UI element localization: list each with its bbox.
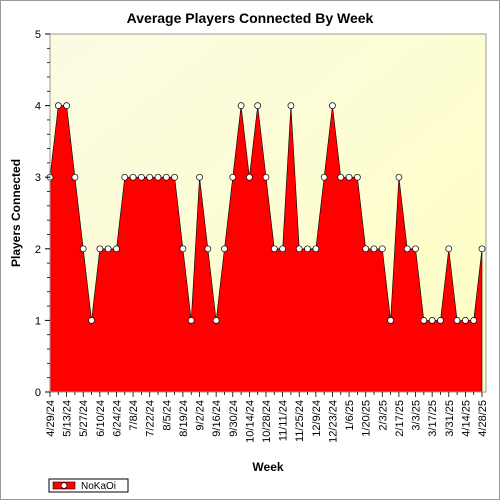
data-point: [453, 317, 461, 324]
data-point: [462, 317, 469, 324]
data-point: [204, 245, 212, 253]
data-point: [54, 102, 62, 109]
data-point: [329, 102, 336, 109]
data-point: [262, 173, 270, 181]
x-tick-label: 2/3/25: [377, 400, 389, 431]
data-point: [129, 173, 137, 181]
data-point: [387, 317, 394, 324]
data-point: [287, 102, 295, 109]
x-tick-label: 4/14/25: [460, 400, 472, 437]
data-point: [63, 102, 70, 109]
y-tick-label: 3: [35, 172, 41, 184]
data-point: [320, 173, 328, 181]
chart-title: Average Players Connected By Week: [127, 10, 374, 26]
x-tick-label: 10/28/24: [261, 400, 273, 443]
data-point: [221, 245, 228, 253]
x-tick-label: 6/24/24: [111, 400, 123, 437]
series-layer: [46, 102, 486, 393]
x-tick-label: 6/10/24: [95, 400, 107, 437]
legend-label: NoKaOi: [81, 481, 116, 492]
y-tick-label: 2: [35, 244, 41, 256]
data-point: [445, 245, 453, 253]
x-axis: 4/29/24 5/13/24 5/27/24 6/10/24 6/24/24 7/8/2…: [45, 392, 489, 443]
data-point: [229, 173, 237, 181]
x-tick-label: 1/20/25: [361, 400, 373, 437]
x-tick-label: 12/9/24: [311, 400, 323, 437]
data-point: [79, 245, 87, 253]
data-point: [270, 245, 278, 253]
x-tick-label: 2/17/25: [394, 400, 406, 437]
x-tick-label: 8/5/24: [161, 400, 173, 431]
data-point: [246, 173, 253, 181]
data-point: [470, 317, 478, 324]
data-point: [395, 173, 403, 181]
data-point: [362, 245, 370, 253]
data-point: [187, 317, 195, 324]
data-point: [403, 245, 411, 253]
data-point: [162, 173, 170, 181]
data-point: [478, 245, 486, 253]
y-axis-label: Players Connected: [9, 159, 23, 267]
x-tick-label: 9/16/24: [211, 400, 223, 437]
data-point: [412, 245, 419, 253]
data-point: [279, 245, 286, 253]
x-tick-label: 11/25/24: [294, 400, 306, 442]
legend-marker: [60, 482, 68, 489]
x-tick-label: 3/3/25: [411, 400, 423, 431]
x-tick-label: 11/11/24: [278, 400, 290, 441]
data-point: [237, 102, 245, 109]
x-tick-label: 4/29/24: [45, 400, 57, 437]
x-tick-label: 9/2/24: [195, 400, 207, 431]
x-tick-label: 7/8/24: [128, 400, 140, 431]
y-tick-label: 5: [35, 29, 41, 41]
data-point: [345, 173, 353, 181]
plot-border: [49, 33, 487, 393]
x-tick-label: 9/30/24: [228, 400, 240, 437]
data-point: [337, 173, 345, 181]
x-tick-label: 1/6/25: [344, 400, 356, 431]
x-tick-label: 7/22/24: [145, 400, 157, 437]
data-point: [113, 245, 120, 253]
data-point: [254, 102, 262, 109]
y-tick-label: 1: [35, 315, 41, 327]
data-point: [370, 245, 378, 253]
x-tick-label: 3/17/25: [427, 400, 439, 437]
y-axis: 0 1 2 3 4 5: [35, 29, 50, 399]
data-point: [179, 245, 187, 253]
x-tick-label: 5/13/24: [62, 400, 74, 437]
data-point: [96, 245, 104, 253]
x-axis-label: Week: [252, 460, 283, 474]
data-point: [354, 173, 361, 181]
data-point: [420, 317, 428, 324]
y-tick-label: 0: [35, 387, 41, 399]
data-point: [88, 317, 95, 324]
data-point: [295, 245, 303, 253]
data-point: [428, 317, 436, 324]
x-tick-label: 12/23/24: [327, 400, 339, 443]
data-point: [196, 173, 203, 181]
data-point: [146, 173, 154, 181]
data-point: [304, 245, 311, 253]
y-tick-label: 4: [35, 101, 41, 113]
x-tick-label: 3/31/25: [444, 400, 456, 437]
x-tick-label: 8/19/24: [178, 400, 190, 437]
x-tick-label: 5/27/24: [78, 400, 90, 437]
data-point: [171, 173, 178, 181]
x-tick-label: 4/28/25: [477, 400, 489, 437]
data-point: [71, 173, 79, 181]
x-tick-label: 10/14/24: [244, 400, 256, 443]
data-point: [138, 173, 145, 181]
data-point: [212, 317, 220, 324]
data-point: [104, 245, 112, 253]
data-point: [312, 245, 320, 253]
legend: NoKaOi: [48, 478, 129, 493]
data-point: [378, 245, 386, 253]
data-point: [437, 317, 444, 324]
data-point: [154, 173, 162, 181]
data-point: [121, 173, 129, 181]
